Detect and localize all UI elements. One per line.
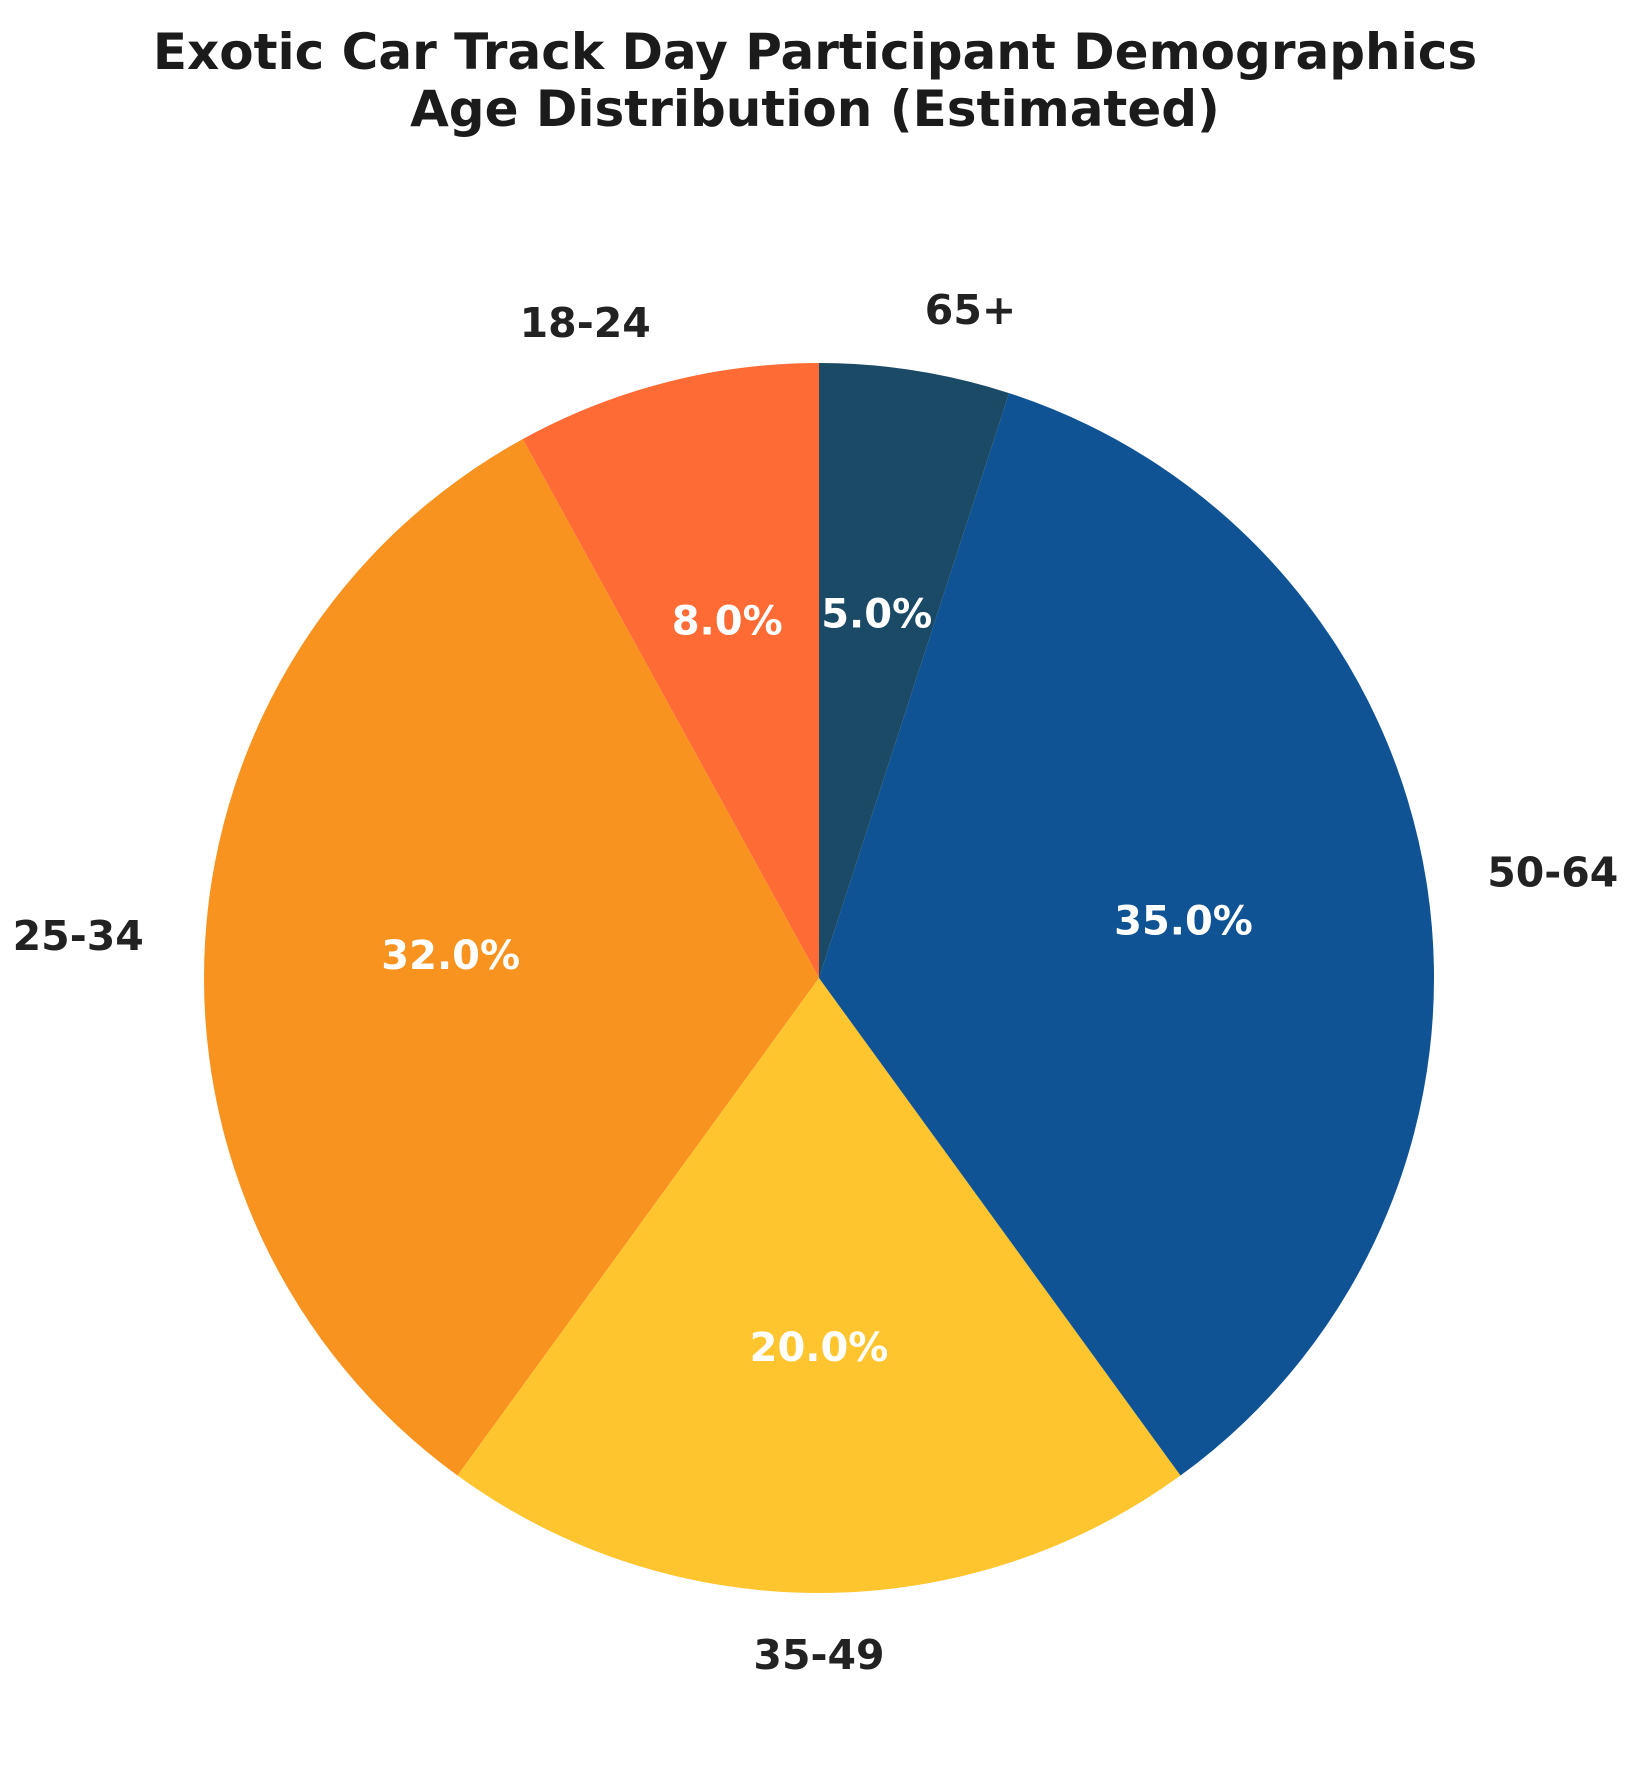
chart-title-line-1: Exotic Car Track Day Participant Demogra… <box>152 23 1478 81</box>
pie-slice-35-49 <box>457 978 1181 1594</box>
slice-pct-35-49: 20.0% <box>750 1325 889 1371</box>
slice-label-65+: 65+ <box>925 286 1016 334</box>
slice-pct-18-24: 8.0% <box>672 599 783 645</box>
slice-pct-50-64: 35.0% <box>1114 898 1253 944</box>
slice-label-50-64: 50-64 <box>1487 849 1618 897</box>
pie-slice-18-24 <box>522 363 819 978</box>
slice-pct-25-34: 32.0% <box>381 933 520 979</box>
pie-slice-25-34 <box>203 439 819 1476</box>
chart-title: Exotic Car Track Day Participant Demogra… <box>0 24 1630 138</box>
slice-label-18-24: 18-24 <box>520 299 651 347</box>
slice-pct-65+: 5.0% <box>821 592 932 638</box>
pie-slice-50-64 <box>819 393 1435 1476</box>
chart-title-line-2: Age Distribution (Estimated) <box>410 80 1220 138</box>
slice-label-35-49: 35-49 <box>753 1631 884 1679</box>
slice-label-25-34: 25-34 <box>13 912 144 960</box>
pie-slice-65+ <box>819 363 1010 978</box>
